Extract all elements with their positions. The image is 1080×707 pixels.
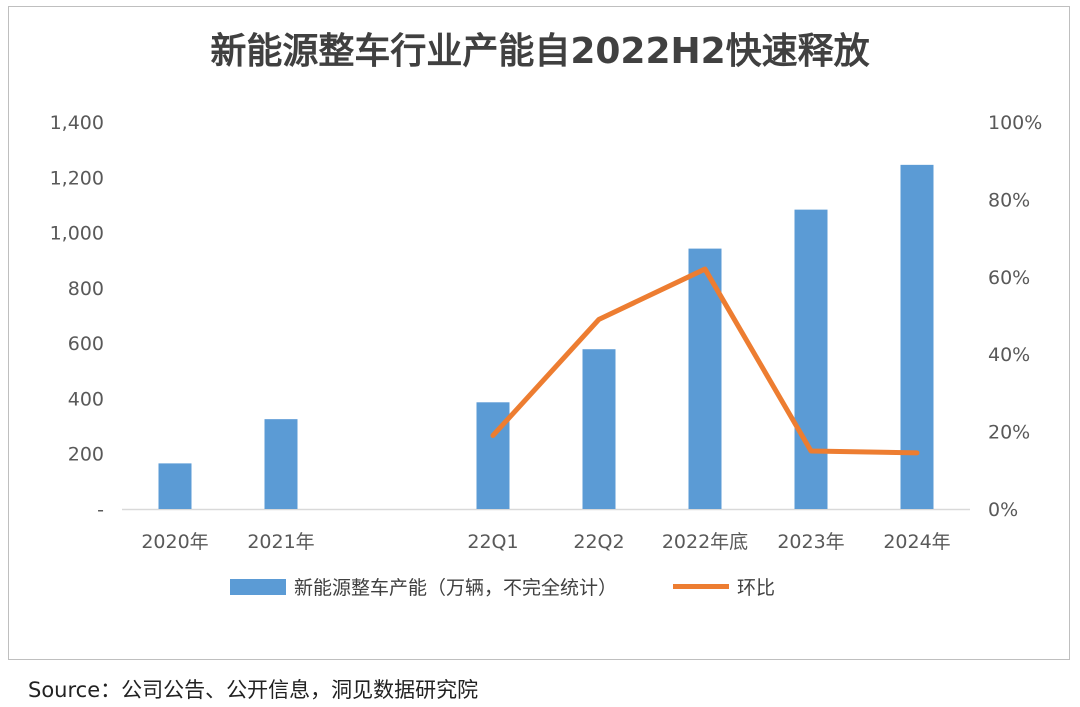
legend-bar-swatch — [230, 578, 286, 595]
x-tick-label: 22Q1 — [467, 531, 518, 553]
source-note: Source：公司公告、公开信息，洞见数据研究院 — [28, 678, 479, 702]
y-left-tick-label: 400 — [68, 388, 104, 410]
y-left-tick-label: 1,400 — [50, 112, 104, 134]
y-right-tick-label: 100% — [988, 112, 1042, 134]
y-left-tick-label: 600 — [68, 333, 104, 355]
x-tick-label: 2023年 — [777, 531, 844, 553]
bar — [900, 164, 934, 509]
x-tick-label: 2022年底 — [662, 531, 748, 553]
bar — [794, 209, 828, 509]
chart-frame — [8, 6, 1070, 660]
x-tick-label: 2021年 — [247, 531, 314, 553]
bar — [264, 419, 298, 509]
x-tick-label: 2020年 — [141, 531, 208, 553]
legend-bar-label: 新能源整车产能（万辆，不完全统计） — [294, 577, 618, 599]
y-right-tick-label: 80% — [988, 189, 1030, 211]
bar — [582, 349, 616, 509]
bar — [158, 463, 192, 509]
y-right-tick-label: 0% — [988, 499, 1018, 521]
x-tick-label: 2024年 — [883, 531, 950, 553]
y-left-tick-label: 800 — [68, 278, 104, 300]
legend: 新能源整车产能（万辆，不完全统计） 环比 — [230, 573, 775, 600]
legend-line-swatch — [673, 584, 730, 589]
chart-title: 新能源整车行业产能自2022H2快速释放 — [210, 31, 870, 72]
bar — [476, 402, 510, 509]
y-left-tick-label: 200 — [68, 444, 104, 466]
y-right-tick-label: 20% — [988, 422, 1030, 444]
y-left-tick-label: - — [97, 499, 104, 521]
legend-line-label: 环比 — [737, 577, 776, 599]
x-tick-label: 22Q2 — [573, 531, 624, 553]
y-right-tick-label: 60% — [988, 267, 1030, 289]
y-left-tick-label: 1,200 — [50, 167, 104, 189]
y-left-tick-label: 1,000 — [50, 223, 104, 245]
y-right-tick-label: 40% — [988, 344, 1030, 366]
